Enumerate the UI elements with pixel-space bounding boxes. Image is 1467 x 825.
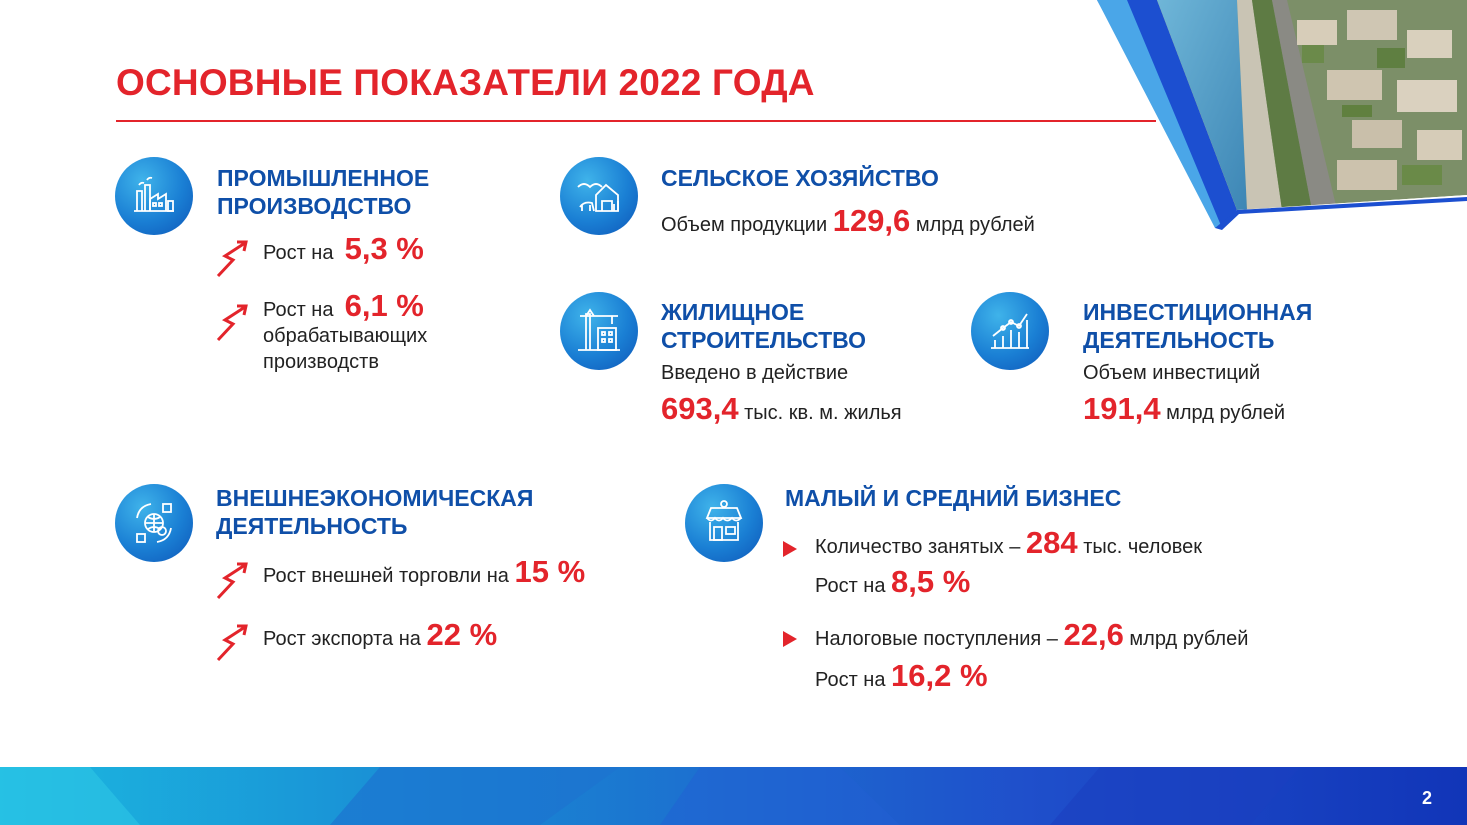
industry-growth-1: Рост на 5,3 % bbox=[263, 231, 424, 266]
farm-icon bbox=[560, 157, 638, 235]
page-title: ОСНОВНЫЕ ПОКАЗАТЕЛИ 2022 ГОДА bbox=[116, 62, 815, 103]
growth-arrow-icon bbox=[216, 562, 248, 600]
housing-value: 693,4 bbox=[661, 391, 739, 426]
page-number: 2 bbox=[1421, 788, 1432, 808]
footer-band bbox=[0, 767, 1467, 825]
investment-volume: 191,4 млрд рублей bbox=[1083, 391, 1286, 426]
industry-growth-2: Рост на 6,1 % обрабатывающих производств bbox=[263, 288, 428, 373]
growth-arrow-icon bbox=[216, 304, 248, 342]
globe-trade-icon bbox=[115, 484, 193, 562]
construction-crane-icon bbox=[560, 292, 638, 370]
industry-heading: ПРОМЫШЛЕННОЕ ПРОИЗВОДСТВО bbox=[217, 165, 430, 219]
business-tax-growth: Рост на 16,2 % bbox=[815, 658, 988, 693]
investment-value: 191,4 bbox=[1083, 391, 1161, 426]
business-heading: МАЛЫЙ И СРЕДНИЙ БИЗНЕС bbox=[785, 485, 1122, 511]
growth-arrow-icon bbox=[216, 240, 248, 278]
housing-volume: 693,4 тыс. кв. м. жилья bbox=[661, 391, 902, 426]
business-tax-growth-value: 16,2 % bbox=[891, 658, 988, 693]
business-employment-growth: Рост на 8,5 % bbox=[815, 564, 971, 599]
housing-heading: ЖИЛИЩНОЕ СТРОИТЕЛЬСТВО bbox=[661, 299, 867, 353]
business-employment-growth-value: 8,5 % bbox=[891, 564, 971, 599]
foreign-trade-heading: ВНЕШНЕЭКОНОМИЧЕСКАЯ ДЕЯТЕЛЬНОСТЬ bbox=[216, 485, 534, 539]
business-employment-value: 284 bbox=[1025, 525, 1078, 560]
agriculture-value: 129,6 bbox=[832, 203, 911, 238]
business-tax-value: 22,6 bbox=[1063, 617, 1124, 652]
agriculture-heading: СЕЛЬСКОЕ ХОЗЯЙСТВО bbox=[661, 165, 939, 191]
business-employment: Количество занятых – 284 тыс. человек bbox=[815, 525, 1203, 560]
export-growth: Рост экспорта на 22 % bbox=[263, 617, 498, 652]
title-divider bbox=[116, 120, 1156, 122]
bullet-icon bbox=[783, 541, 797, 557]
export-growth-value: 22 % bbox=[426, 617, 498, 652]
shop-icon bbox=[685, 484, 763, 562]
factory-icon bbox=[115, 157, 193, 235]
bullet-icon bbox=[783, 631, 797, 647]
industry-growth-1-value: 5,3 % bbox=[344, 231, 424, 266]
investment-label: Объем инвестиций bbox=[1083, 362, 1261, 384]
foreign-trade-growth: Рост внешней торговли на 15 % bbox=[263, 554, 586, 589]
agriculture-volume: Объем продукции 129,6 млрд рублей bbox=[661, 203, 1035, 238]
growth-arrow-icon bbox=[216, 624, 248, 662]
housing-label: Введено в действие bbox=[661, 362, 849, 384]
investment-heading: ИНВЕСТИЦИОННАЯ ДЕЯТЕЛЬНОСТЬ bbox=[1083, 299, 1313, 353]
business-tax: Налоговые поступления – 22,6 млрд рублей bbox=[815, 617, 1249, 652]
city-photo bbox=[1097, 0, 1467, 230]
industry-growth-2-value: 6,1 % bbox=[344, 288, 424, 323]
foreign-trade-growth-value: 15 % bbox=[514, 554, 586, 589]
growth-chart-icon bbox=[971, 292, 1049, 370]
